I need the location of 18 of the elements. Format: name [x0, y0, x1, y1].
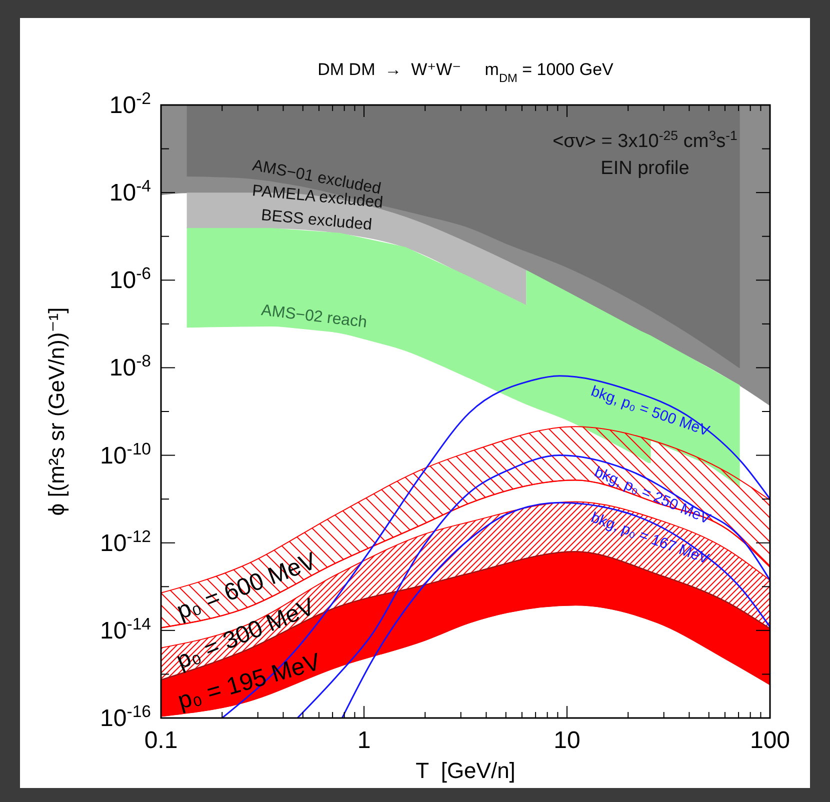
y-tick-label: 10$^{-4}$: [109, 176, 151, 207]
text: BESS excluded: [260, 207, 373, 234]
x-axis-title: T [GeV/n]: [416, 758, 516, 783]
y-tick-label: 10$^{-10}$: [100, 438, 151, 470]
y-tick-label: 10$^{-14}$: [100, 614, 151, 644]
y-axis-title: ϕ [(m²s sr (GeV/n))⁻¹]: [44, 307, 69, 516]
x-tick-label: 1: [357, 727, 371, 754]
text: AMS−02 reach: [260, 302, 368, 332]
y-tick-label: 10$^{-8}$: [109, 351, 151, 382]
x-tick-label: 100: [750, 727, 790, 754]
chart-title: DM DM → W⁺W⁻ m$_{DM}$ = 1000 GeV: [318, 60, 614, 85]
annotation: EIN profile: [600, 158, 690, 179]
x-tick-label: 10: [554, 727, 580, 754]
y-tick-label: 10$^{-12}$: [100, 526, 151, 557]
annotation: <σv> = 3x10$^{-25}$ cm$^{3}$s$^{-1}$: [552, 128, 738, 152]
y-tick-label: 10$^{-2}$: [109, 88, 151, 119]
text: bkg, p₀ = 500 MeV: [588, 382, 712, 440]
y-tick-label: 10$^{-6}$: [109, 264, 151, 294]
